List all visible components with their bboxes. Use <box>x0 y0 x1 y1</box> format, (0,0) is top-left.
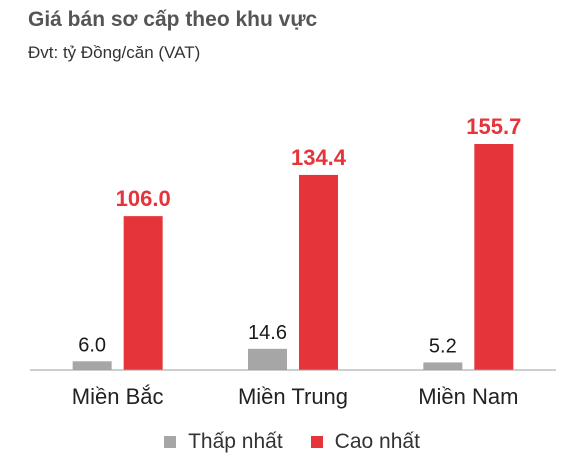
bar-high-2 <box>474 144 514 370</box>
chart-subtitle: Đvt: tỷ Đồng/căn (VAT) <box>28 43 201 62</box>
legend-label-low: Thấp nhất <box>188 430 283 453</box>
value-label-low-2: 5.2 <box>429 335 457 357</box>
legend-swatch-high <box>310 436 323 448</box>
value-label-high-0: 106.0 <box>116 186 171 211</box>
value-label-high-1: 134.4 <box>291 145 347 170</box>
chart-legend: Thấp nhất Cao nhất <box>0 430 584 454</box>
chart-title: Giá bán sơ cấp theo khu vực <box>28 8 318 31</box>
legend-item-low: Thấp nhất <box>164 430 283 454</box>
legend-item-high: Cao nhất <box>310 430 420 454</box>
value-label-low-0: 6.0 <box>78 334 106 356</box>
bar-low-2 <box>423 362 463 370</box>
value-label-high-2: 155.7 <box>466 114 521 139</box>
bar-high-1 <box>299 174 338 370</box>
x-tick-label-2: Miền Nam <box>418 384 518 409</box>
bar-high-0 <box>123 216 163 370</box>
legend-swatch-low <box>164 436 177 448</box>
bar-low-0 <box>72 361 112 370</box>
x-tick-label-1: Miền Trung <box>238 384 348 409</box>
value-label-low-1: 14.6 <box>248 322 287 344</box>
bar-low-1 <box>248 348 287 370</box>
legend-label-high: Cao nhất <box>334 430 420 453</box>
bar-chart: 6.0 106.0 Miền Bắc 14.6 134.4 Miền Trung 5.2 15… <box>30 114 556 409</box>
x-tick-label-0: Miền Bắc <box>72 384 164 409</box>
